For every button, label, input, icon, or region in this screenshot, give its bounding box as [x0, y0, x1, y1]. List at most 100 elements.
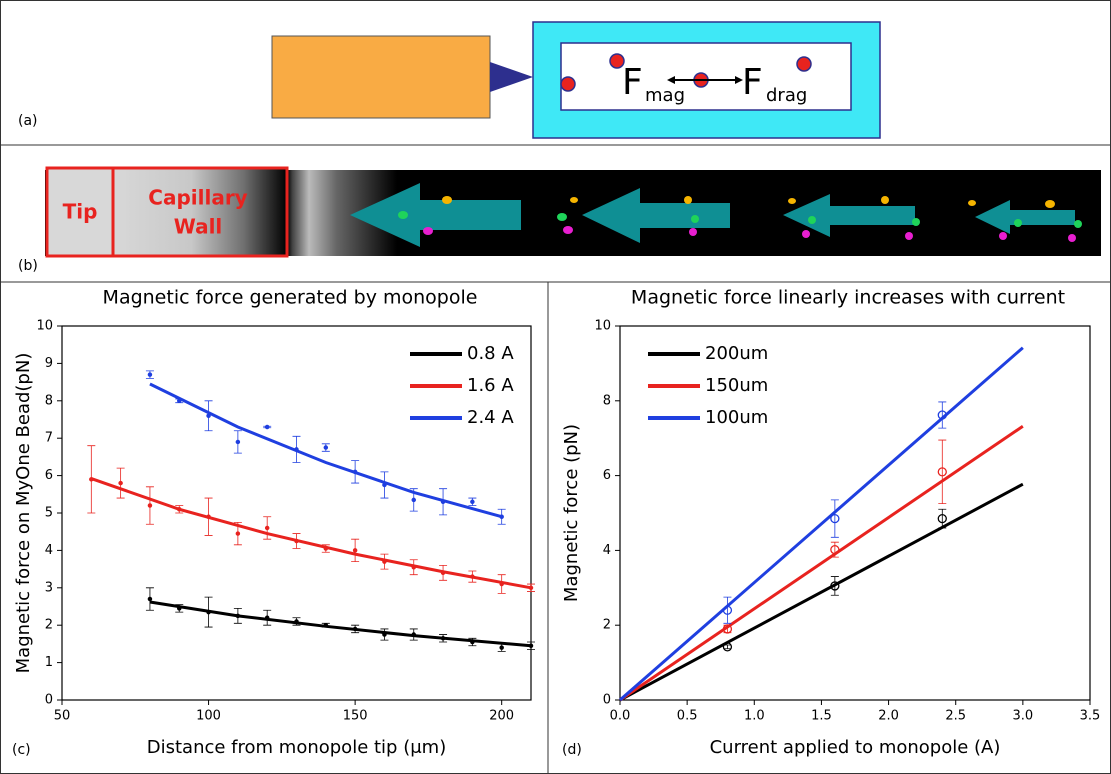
- legend-label: 100um: [705, 407, 768, 428]
- y-tick-label: 6: [603, 468, 611, 483]
- data-point: [412, 566, 415, 569]
- tip-label: Tip: [63, 200, 98, 224]
- force-symbol: F: [742, 62, 763, 103]
- data-point: [412, 498, 415, 501]
- bead: [557, 213, 567, 221]
- bead: [905, 232, 913, 240]
- bead: [808, 216, 816, 224]
- data-point: [148, 504, 151, 507]
- legend-label: 2.4 A: [467, 407, 514, 428]
- data-point: [529, 644, 532, 647]
- y-axis-label: Magnetic force on MyOne Bead(pN): [13, 353, 34, 674]
- bead: [561, 77, 575, 91]
- y-tick-label: 0: [603, 693, 611, 708]
- data-point: [178, 508, 181, 511]
- fit-line: [91, 479, 531, 588]
- panel-a: F mag F drag (a): [18, 22, 880, 138]
- y-axis-label: Magnetic force (pN): [561, 424, 582, 602]
- figure: F mag F drag (a) Tip Capillary Wall: [0, 0, 1111, 774]
- fit-line: [150, 602, 531, 646]
- bead: [689, 228, 697, 236]
- bead: [968, 200, 976, 206]
- legend-label: 150um: [705, 375, 768, 396]
- y-tick-label: 5: [45, 506, 53, 521]
- y-tick-label: 2: [603, 618, 611, 633]
- monopole-tip: [490, 62, 533, 92]
- data-point: [471, 640, 474, 643]
- data-point: [178, 399, 181, 402]
- data-point: [500, 582, 503, 585]
- fit-line: [620, 348, 1023, 700]
- x-tick-label: 50: [54, 709, 71, 724]
- error-bar: [831, 500, 839, 537]
- y-tick-label: 4: [603, 543, 611, 558]
- bead: [442, 196, 452, 204]
- y-tick-label: 9: [45, 356, 53, 371]
- data-point: [236, 614, 239, 617]
- x-tick-label: 3.0: [1013, 709, 1034, 724]
- data-point: [354, 470, 357, 473]
- data-point: [148, 597, 151, 600]
- panel-b: Tip Capillary Wall: [18, 168, 1101, 274]
- y-tick-label: 1: [45, 655, 53, 670]
- panel-label: (d): [562, 742, 582, 758]
- data-point: [471, 500, 474, 503]
- bead: [1068, 234, 1076, 242]
- data-point: [295, 448, 298, 451]
- x-tick-label: 1.0: [744, 709, 765, 724]
- force-symbol: F: [622, 62, 643, 103]
- magnet-block: [272, 36, 490, 118]
- plot-frame: [620, 326, 1090, 700]
- data-point: [266, 616, 269, 619]
- legend-label: 200um: [705, 343, 768, 364]
- data-point: [383, 560, 386, 563]
- y-tick-label: 3: [45, 580, 53, 595]
- legend-label: 0.8 A: [467, 343, 514, 364]
- data-point: [441, 571, 444, 574]
- bead: [398, 211, 408, 219]
- data-point: [207, 515, 210, 518]
- y-tick-label: 2: [45, 618, 53, 633]
- chart-title: Magnetic force linearly increases with c…: [631, 287, 1065, 309]
- bead: [881, 196, 889, 204]
- bead: [684, 196, 692, 204]
- data-point: [383, 633, 386, 636]
- x-tick-label: 0.5: [677, 709, 698, 724]
- x-axis-label: Distance from monopole tip (μm): [147, 737, 446, 758]
- fit-line: [620, 484, 1023, 700]
- data-point: [90, 478, 93, 481]
- data-point: [266, 526, 269, 529]
- bead: [802, 230, 810, 238]
- bead: [570, 197, 578, 203]
- legend-label: 1.6 A: [467, 375, 514, 396]
- x-tick-label: 0.0: [610, 709, 631, 724]
- wall-label: Wall: [174, 215, 223, 239]
- fit-line: [620, 426, 1023, 700]
- y-tick-label: 8: [603, 393, 611, 408]
- chart-title: Magnetic force generated by monopole: [103, 287, 478, 309]
- x-tick-label: 3.5: [1080, 709, 1101, 724]
- data-point: [354, 549, 357, 552]
- bead: [999, 232, 1007, 240]
- x-tick-label: 100: [196, 709, 221, 724]
- bead: [1045, 200, 1055, 208]
- wall-label: Capillary: [148, 186, 247, 210]
- data-point: [441, 637, 444, 640]
- bead: [797, 57, 811, 71]
- x-axis-label: Current applied to monopole (A): [710, 737, 1001, 758]
- subscript: drag: [766, 85, 807, 106]
- y-tick-label: 7: [45, 431, 53, 446]
- data-point: [295, 620, 298, 623]
- data-point: [500, 646, 503, 649]
- plot-frame: [62, 326, 531, 700]
- data-point: [412, 633, 415, 636]
- wall-region: [113, 168, 287, 256]
- y-tick-label: 0: [45, 693, 53, 708]
- bead: [1014, 219, 1022, 227]
- data-point: [266, 425, 269, 428]
- bead: [563, 226, 573, 234]
- data-point: [441, 500, 444, 503]
- data-point: [324, 547, 327, 550]
- y-tick-label: 10: [594, 319, 611, 334]
- y-tick-label: 4: [45, 543, 53, 558]
